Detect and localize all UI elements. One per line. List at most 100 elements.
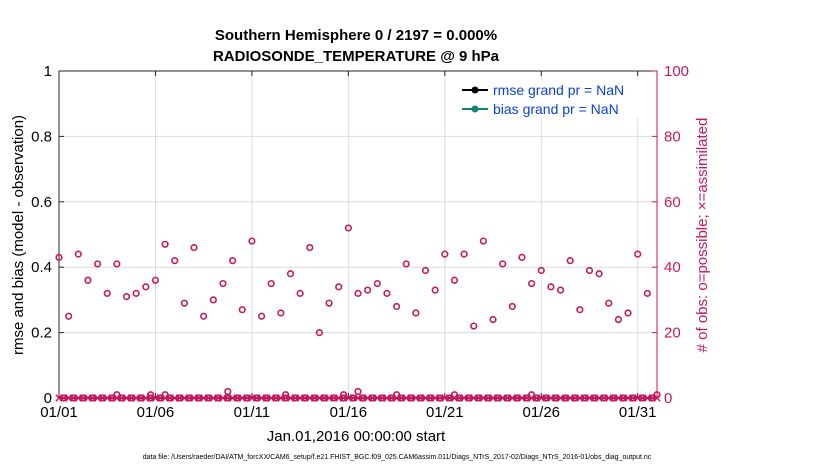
obs-possible-point [248,237,256,245]
obs-possible-point [503,394,512,402]
obs-possible-point [523,394,531,402]
obs-possible-point [508,302,516,311]
obs-possible-point [407,394,415,402]
y-tick-label-right: 60 [664,194,681,211]
obs-possible-point [494,394,502,402]
obs-possible-point [335,283,343,291]
obs-possible-point [354,387,362,396]
obs-possible-point [180,299,188,307]
obs-possible-point [166,394,174,402]
obs-possible-point [344,224,352,232]
obs-possible-point [195,394,203,402]
obs-possible-point [383,289,391,297]
obs-possible-point [137,394,145,402]
obs-possible-point [267,279,275,288]
obs-possible-point [542,394,550,402]
obs-possible-point [624,309,632,317]
obs-possible-point [634,250,642,258]
y-tick-label-right: 0 [664,390,672,407]
obs-possible-point [142,283,150,291]
obs-possible-point [219,279,227,288]
x-tick-label: 01/01 [40,404,78,421]
obs-possible-point [89,394,97,402]
obs-possible-point [499,260,507,268]
obs-possible-point [151,276,160,284]
obs-possible-point [55,253,63,261]
ticks: 01/01 01/06 01/11 01/16 01/21 01/26 01/31 0 0.2 0… [31,63,689,421]
obs-possible-point [638,394,647,402]
y-tick-label-right: 100 [664,63,689,80]
obs-possible-point [325,299,333,307]
y-tick-label-right: 40 [664,259,681,276]
y-tick-label-right: 80 [664,128,681,145]
obs-possible-point [171,257,179,265]
obs-possible-point [74,250,82,258]
obs-possible-point [426,394,434,402]
obs-possible-point [359,394,367,402]
obs-possible-point [349,394,357,402]
obs-possible-point [528,279,536,288]
data-file-footer: data file: /Users/raeder/DAI/ATM_forcXX/… [143,454,652,461]
obs-possible-point [65,312,73,320]
obs-possible-point [272,394,280,402]
obs-possible-point [537,266,545,275]
obs-possible-point [364,286,372,294]
obs-possible-point [98,394,107,402]
obs-possible-point [576,306,584,314]
obs-possible-point [214,394,222,402]
obs-possible-point [132,289,140,297]
x-tick-label: 01/31 [619,404,657,421]
obs-possible-point [122,293,131,301]
obs-possible-point [175,394,184,402]
obs-possible-point [436,394,444,402]
obs-possible-point [653,391,661,399]
obs-possible-point [421,266,430,275]
obs-possible-point [257,312,266,320]
y-axis-label-right: # of obs: o=possible; ×=assimilated [694,118,711,353]
obs-possible-point [585,266,594,275]
x-tick-label: 01/26 [522,404,560,421]
obs-possible-point [209,296,217,304]
x-tick-label: 01/11 [234,404,270,421]
obs-possible-point [368,394,377,402]
obs-possible-point [262,394,270,402]
legend-bias-marker [471,105,479,113]
obs-possible-point [571,394,579,402]
obs-possible-point [431,286,439,294]
obs-possible-point [103,289,111,297]
obs-possible-point [60,394,68,402]
obs-possible-point [127,394,135,402]
y-tick-label-left: 0.2 [31,325,52,342]
obs-possible-point [532,394,541,402]
obs-possible-point [93,260,102,268]
obs-possible-point [479,237,487,245]
obs-possible-point [561,394,569,402]
obs-possible-point [547,283,555,291]
obs-possible-point [204,394,213,402]
obs-possible-point [108,394,116,402]
obs-possible-point [614,315,623,324]
obs-possible-point [605,299,613,307]
obs-possible-point [306,243,314,252]
obs-possible-point [113,260,121,268]
obs-possible-point [648,394,656,402]
obs-possible-point [296,289,304,297]
obs-possible-point [310,394,319,402]
obs-possible-point [277,309,285,317]
y-axis-label-left: rmse and bias (model - observation) [10,115,27,355]
obs-possible-point [161,240,169,248]
obs-possible-point [224,394,232,402]
obs-possible-point [392,391,401,399]
obs-possible-point [315,329,324,337]
obs-possible-point [79,394,87,402]
obs-possible-point [470,322,478,330]
obs-possible-point [552,394,560,402]
obs-possible-point [243,394,251,402]
x-tick-label: 01/16 [330,404,368,421]
obs-possible-point [528,391,536,399]
chart-title-line1: Southern Hemisphere 0 / 2197 = 0.000% [215,27,497,44]
obs-possible-point [450,276,459,284]
y-tick-label-left: 0 [44,390,52,407]
y-tick-label-left: 0.4 [31,259,52,276]
obs-possible-point [339,391,348,399]
